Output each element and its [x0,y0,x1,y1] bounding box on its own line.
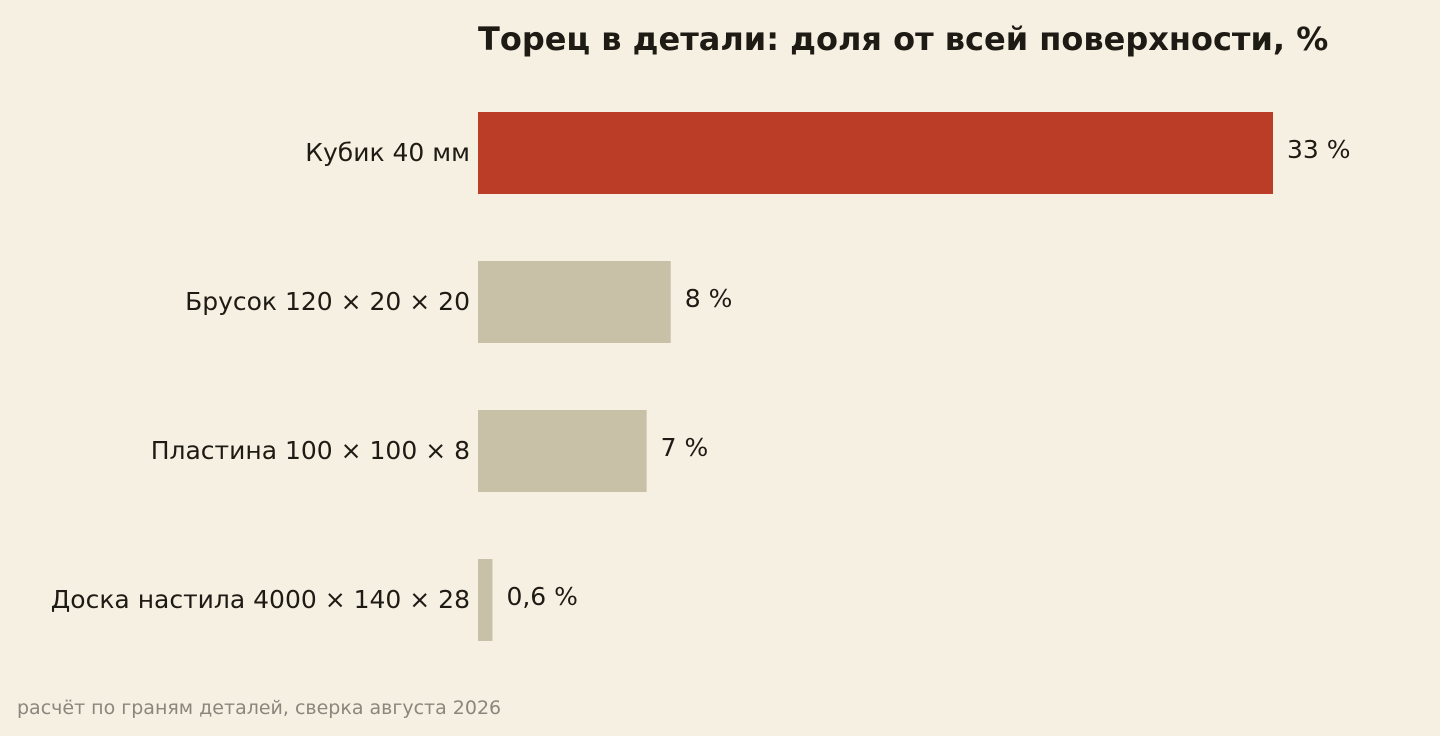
bar [478,559,493,641]
category-label: Брусок 120 × 20 × 20 [185,287,470,316]
bar [478,410,647,492]
category-label: Доска настила 4000 × 140 × 28 [51,585,470,614]
bars-layer: Кубик 40 мм 33 % Брусок 120 × 20 × 20 8 % Пл… [51,112,1351,641]
value-label: 33 % [1287,135,1351,164]
category-label: Пластина 100 × 100 × 8 [151,436,470,465]
bar [478,261,671,343]
value-label: 7 % [661,433,709,462]
bar [478,112,1273,194]
chart-title: Торец в детали: доля от всей поверхности… [478,20,1328,58]
category-label: Кубик 40 мм [305,138,470,167]
footnote: расчёт по граням деталей, сверка августа… [17,697,501,719]
value-label: 8 % [685,284,733,313]
value-label: 0,6 % [506,582,577,611]
